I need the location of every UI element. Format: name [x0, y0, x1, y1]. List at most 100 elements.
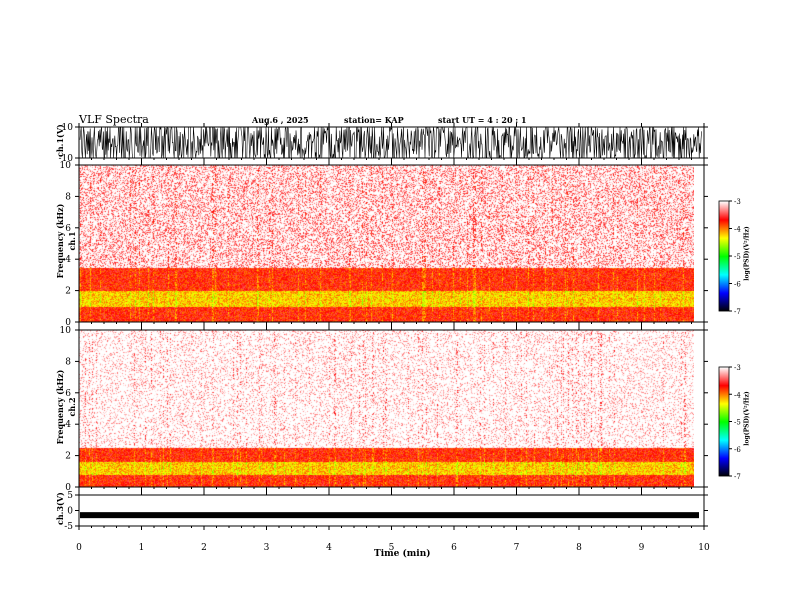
- colorbar-2-segment: [719, 441, 729, 443]
- colorbar-1-segment: [719, 308, 729, 310]
- colorbar-2-segment: [719, 373, 729, 375]
- colorbar-1-tick-label: -6: [734, 281, 741, 289]
- colorbar-1-segment: [719, 226, 729, 228]
- ch3-waveform-trace: [80, 512, 699, 519]
- colorbar-1-segment: [719, 272, 729, 274]
- colorbar-1-segment: [719, 209, 729, 211]
- colorbar-2-segment: [719, 396, 729, 398]
- colorbar-2-segment: [719, 403, 729, 405]
- ch1-spectrogram-ytick-label: 0: [65, 318, 71, 328]
- colorbar-2-segment: [719, 449, 729, 451]
- colorbar-2-segment: [719, 446, 729, 448]
- colorbar-2-segment: [719, 386, 729, 388]
- colorbar-2-segment: [719, 461, 729, 463]
- colorbar-1-segment: [719, 271, 729, 273]
- colorbar-2-segment: [719, 469, 729, 471]
- colorbar-1-segment: [719, 224, 729, 226]
- colorbar-1-segment: [719, 275, 729, 277]
- colorbar-2-segment: [719, 394, 729, 396]
- colorbar-1-segment: [719, 293, 729, 295]
- colorbar-2-tick-label: -4: [734, 391, 741, 399]
- colorbar-1-segment: [719, 244, 729, 246]
- colorbar-2-segment: [719, 374, 729, 376]
- colorbar-1-segment: [719, 231, 729, 233]
- colorbar-1-segment: [719, 237, 729, 239]
- colorbar-2-segment: [719, 387, 729, 389]
- colorbar-1-segment: [719, 252, 729, 254]
- x-axis-label: Time (min): [374, 549, 431, 559]
- colorbar-2-segment: [719, 473, 729, 475]
- xtick-label: 1: [139, 543, 145, 553]
- colorbar-1-segment: [719, 204, 729, 206]
- colorbar-2-segment: [719, 409, 729, 411]
- colorbar-2-segment: [719, 410, 729, 412]
- ch3-voltage-label: ch.3(V): [55, 492, 65, 525]
- colorbar-1-segment: [719, 260, 729, 262]
- colorbar-1-tick-label: -5: [734, 253, 741, 261]
- xtick-label: 0: [76, 543, 82, 553]
- xtick-label: 9: [639, 543, 645, 553]
- colorbar-1-segment: [719, 278, 729, 280]
- colorbar-2-segment: [719, 432, 729, 434]
- colorbar-1-segment: [719, 227, 729, 229]
- colorbar-2-segment: [719, 424, 729, 426]
- colorbar-2-segment: [719, 455, 729, 457]
- colorbar-2-segment: [719, 408, 729, 410]
- colorbar-1-segment: [719, 265, 729, 267]
- colorbar-2-segment: [719, 399, 729, 401]
- colorbar-1-segment: [719, 291, 729, 293]
- colorbar-1-segment: [719, 218, 729, 220]
- colorbar-1-segment: [719, 261, 729, 263]
- ch1-spectrogram-ytick-label: 6: [65, 224, 71, 234]
- colorbar-2-segment: [719, 465, 729, 467]
- colorbar-1-segment: [719, 210, 729, 212]
- colorbar-1-segment: [719, 211, 729, 213]
- colorbar-2-segment: [719, 370, 729, 372]
- colorbar-2-segment: [719, 425, 729, 427]
- colorbar-2-segment: [719, 411, 729, 413]
- colorbar-2-segment: [719, 462, 729, 464]
- colorbar-1-segment: [719, 217, 729, 219]
- colorbar-1-segment: [719, 289, 729, 291]
- ch1-waveform-trace: [79, 126, 702, 160]
- colorbar-1-segment: [719, 205, 729, 207]
- colorbar-1-segment: [719, 292, 729, 294]
- colorbar-2-segment: [719, 448, 729, 450]
- colorbar-2-segment: [719, 395, 729, 397]
- colorbar-1-segment: [719, 208, 729, 210]
- colorbar-1-segment: [719, 298, 729, 300]
- colorbar-2-segment: [719, 456, 729, 458]
- colorbar-2-segment: [719, 376, 729, 378]
- colorbar-2-segment: [719, 420, 729, 422]
- xtick-label: 10: [698, 543, 710, 553]
- colorbar-2-segment: [719, 413, 729, 415]
- colorbar-2-segment: [719, 457, 729, 459]
- colorbar-2-segment: [719, 452, 729, 454]
- colorbar-2-tick-label: -6: [734, 446, 741, 454]
- colorbar-1-segment: [719, 207, 729, 209]
- colorbar-1-segment: [719, 290, 729, 292]
- ch2-channel-label: ch.2: [67, 397, 77, 417]
- colorbar-2-segment: [719, 416, 729, 418]
- colorbar-2-segment: [719, 440, 729, 442]
- colorbar-1-segment: [719, 273, 729, 275]
- colorbar-2-segment: [719, 390, 729, 392]
- colorbar-2-segment: [719, 371, 729, 373]
- colorbar-2-segment: [719, 429, 729, 431]
- colorbar-2-segment: [719, 443, 729, 445]
- colorbar-2-segment: [719, 460, 729, 462]
- colorbar-1-segment: [719, 262, 729, 264]
- colorbar-2-segment: [719, 454, 729, 456]
- colorbar-1-segment: [719, 206, 729, 208]
- colorbar-2-segment: [719, 380, 729, 382]
- colorbar-1-segment: [719, 286, 729, 288]
- colorbar-1-segment: [719, 294, 729, 296]
- date-label: Aug.6 , 2025: [252, 115, 309, 125]
- ch3-waveform-frame: [78, 494, 705, 527]
- colorbar-2-segment: [719, 434, 729, 436]
- colorbar-2-segment: [719, 391, 729, 393]
- ch1-spectrogram-ytick-label: 10: [60, 161, 72, 171]
- colorbar-2-segment: [719, 392, 729, 394]
- colorbar-1-segment: [719, 243, 729, 245]
- colorbar-2-segment: [719, 431, 729, 433]
